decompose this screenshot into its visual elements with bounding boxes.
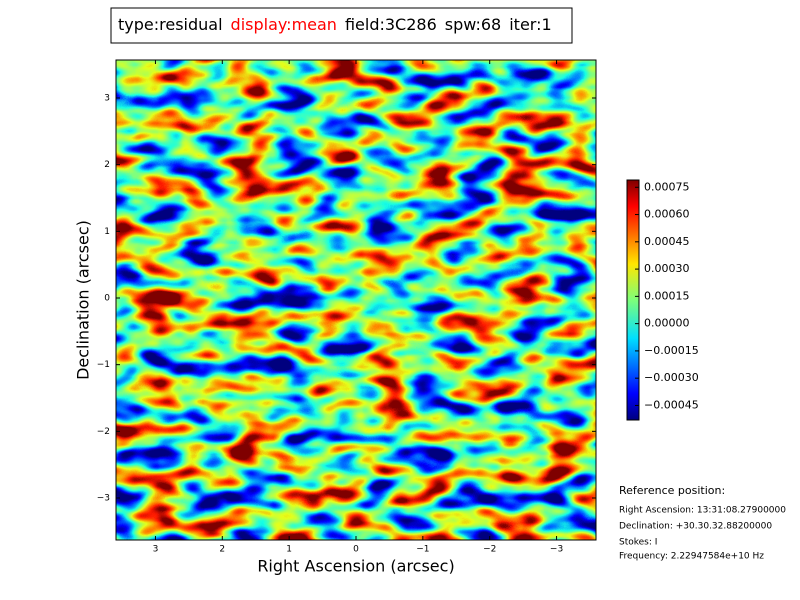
colorbar-tick-label: 0.00075 [644,180,690,193]
heatmap-image [116,60,596,540]
x-tick-label: 2 [219,545,225,555]
title-box [110,7,573,44]
colorbar-tick-label: −0.00015 [644,344,699,357]
title-part: display:mean [231,15,337,34]
colorbar [626,179,640,421]
colorbar-tick-label: 0.00015 [644,289,690,302]
x-tick-label: 3 [153,545,159,555]
title-part: iter:1 [509,15,551,34]
reference-line: Declination: +30.30.32.88200000 [619,522,772,532]
colorbar-tick-label: 0.00000 [644,317,690,330]
colorbar-tick-label: 0.00060 [644,208,690,221]
colorbar-tick-label: 0.00045 [644,235,690,248]
colorbar-tick-label: 0.00030 [644,262,690,275]
chart-title: type:residual display:mean field:3C286 spw:… [118,15,552,34]
x-tick-label: −1 [416,545,429,555]
reference-line: Stokes: I [619,538,657,548]
colorbar-tick-label: −0.00045 [644,398,699,411]
y-tick-label: 2 [104,160,110,170]
x-tick-label: 0 [353,545,359,555]
y-tick-label: 1 [104,227,110,237]
colorbar-tick-label: −0.00030 [644,371,699,384]
title-part: type:residual [118,15,223,34]
reference-title: Reference position: [619,484,725,497]
x-tick-label: 1 [286,545,292,555]
x-axis-label: Right Ascension (arcsec) [257,557,454,576]
title-part: field:3C286 [345,15,437,34]
x-tick-label: −3 [550,545,563,555]
y-tick-label: −3 [97,494,110,504]
x-tick-label: −2 [483,545,496,555]
reference-line: Frequency: 2.22947584e+10 Hz [619,552,764,562]
y-tick-label: 0 [104,294,110,304]
reference-line: Right Ascension: 13:31:08.27900000 [619,506,786,516]
heatmap [116,60,596,540]
y-axis-label: Declination (arcsec) [74,220,93,380]
y-tick-label: −1 [97,360,110,370]
title-part: spw:68 [445,15,501,34]
y-tick-label: −2 [97,427,110,437]
y-tick-label: 3 [104,94,110,104]
